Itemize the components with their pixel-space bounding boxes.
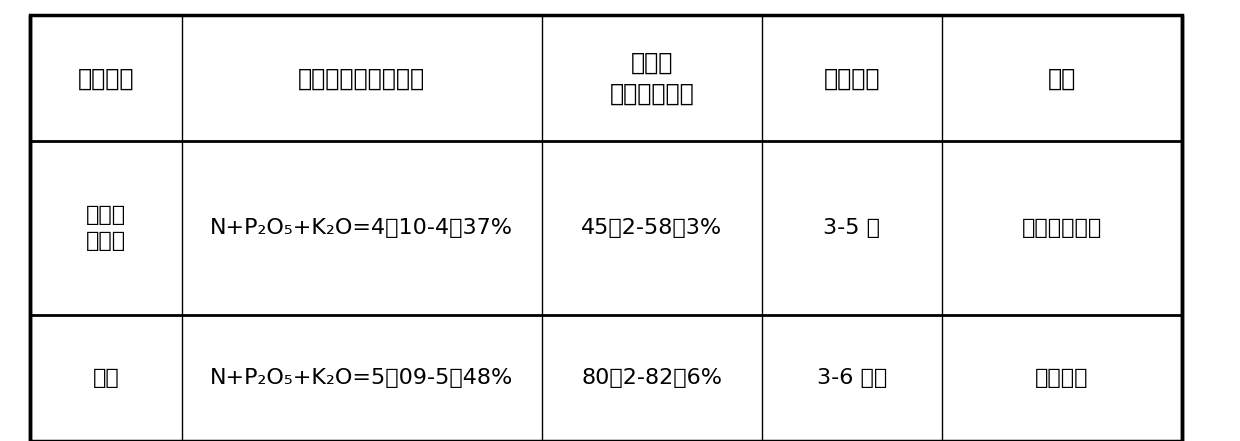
Text: 80．2-82．6%: 80．2-82．6% (582, 368, 722, 388)
Text: 气味: 气味 (1048, 66, 1076, 90)
Text: 有机肥
处理厂: 有机肥 处理厂 (86, 205, 125, 251)
Text: 牛舍: 牛舍 (93, 368, 119, 388)
Text: 总养分（以干基计）: 总养分（以干基计） (298, 66, 425, 90)
Text: 3-6 个月: 3-6 个月 (817, 368, 887, 388)
Text: 45．2-58．3%: 45．2-58．3% (582, 218, 723, 238)
Text: 处理方式: 处理方式 (78, 66, 134, 90)
Text: 有机质
（以干基计）: 有机质 （以干基计） (609, 50, 694, 106)
Text: N+P₂O₅+K₂O=4．10-4．37%: N+P₂O₅+K₂O=4．10-4．37% (211, 218, 513, 238)
Text: 轻微腐熟气味: 轻微腐熟气味 (1022, 218, 1102, 238)
Text: N+P₂O₅+K₂O=5．09-5．48%: N+P₂O₅+K₂O=5．09-5．48% (210, 368, 513, 388)
Text: 3-5 天: 3-5 天 (823, 218, 880, 238)
Text: 无臭无味: 无臭无味 (1035, 368, 1089, 388)
Text: 清理时间: 清理时间 (823, 66, 880, 90)
